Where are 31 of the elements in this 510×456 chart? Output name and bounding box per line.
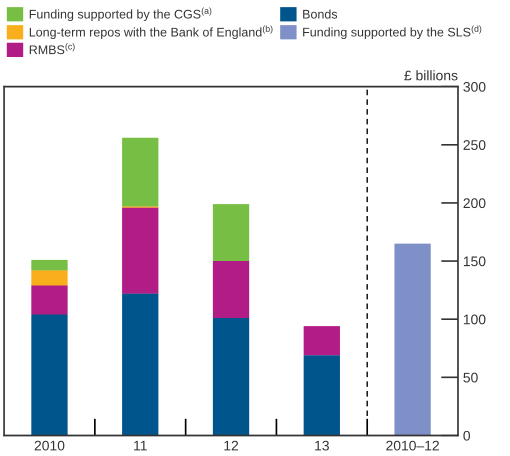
bar — [31, 270, 68, 286]
bar — [122, 294, 158, 436]
y-tick-label: 50 — [463, 372, 478, 383]
y-tick-label: 250 — [464, 140, 486, 150]
bar — [304, 355, 340, 436]
x-tick-label: 11 — [134, 440, 147, 450]
bar — [212, 318, 250, 436]
y-tick-label: 0 — [463, 430, 470, 441]
legend-label: Funding supported by the CGS$^{(a)}$ — [30, 8, 212, 22]
bar — [212, 204, 250, 262]
bar — [31, 314, 68, 436]
legend-label: Bonds — [303, 9, 338, 19]
bar — [31, 285, 68, 315]
bar — [31, 260, 68, 270]
x-tick-label: 13 — [315, 440, 329, 451]
y-axis-title: £ billions — [404, 70, 458, 80]
y-tick-label: 150 — [464, 256, 486, 266]
bar — [304, 326, 340, 356]
bar — [122, 138, 158, 206]
y-tick-label: 100 — [464, 314, 486, 324]
y-tick-label: 200 — [464, 198, 486, 208]
x-tick-label: 2010–12 — [386, 440, 439, 451]
x-tick-label: 2010 — [34, 440, 64, 451]
x-tick-label: 12 — [224, 440, 238, 450]
bar — [122, 208, 158, 294]
legend-label: Funding supported by the SLS$^{(d)}$ — [303, 25, 482, 40]
legend-label: Long-term repos with the Bank of England$^{(b)}$ — [30, 26, 272, 40]
legend-label: RMBS$^{(c)}$ — [30, 43, 75, 54]
y-tick-label: 300 — [463, 82, 486, 92]
bar — [394, 244, 431, 436]
bar — [212, 261, 250, 318]
